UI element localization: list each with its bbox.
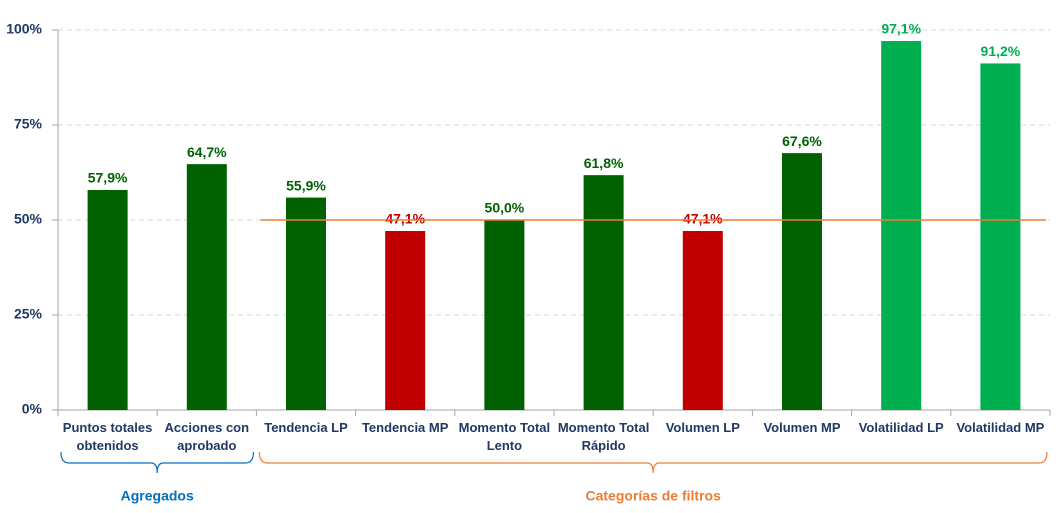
group-bracket [60,451,254,474]
data-label: 61,8% [584,155,624,171]
group-bracket [258,451,1048,474]
data-label: 91,2% [981,43,1021,59]
y-tick-label: 75% [14,116,43,132]
bar [682,231,723,410]
x-tick-label: Tendencia LP [264,420,348,435]
x-tick-label: Momento Total Lento [458,420,551,453]
group-label: Agregados [121,488,194,504]
bar [782,153,822,410]
bar [286,197,326,410]
group-label: Categorías de filtros [586,488,722,504]
y-tick-label: 25% [14,306,43,322]
y-tick-label: 50% [14,211,43,227]
x-tick-label: Volumen LP [665,420,740,435]
data-label: 50,0% [485,200,525,216]
bar [881,41,922,411]
bar [87,189,128,410]
y-tick-label: 100% [6,21,42,37]
data-label: 47,1% [683,211,723,227]
x-tick-label: Tendencia MP [361,420,449,435]
data-label: 97,1% [881,21,921,37]
data-label: 67,6% [782,133,822,149]
bar [484,220,525,410]
data-label: 64,7% [187,144,227,160]
data-label: 47,1% [385,211,425,227]
y-tick-label: 0% [22,401,43,417]
x-tick-label: Volatilidad MP [956,420,1045,435]
bar [980,63,1021,410]
x-tick-label: Puntos totales obtenidos [62,420,153,453]
bar [385,231,426,410]
bar [583,175,624,410]
x-tick-label: Momento Total Rápido [557,420,650,453]
x-tick-label: Volatilidad LP [858,420,944,435]
x-tick-label: Volumen MP [763,420,841,435]
data-label: 55,9% [286,177,326,193]
data-label: 57,9% [88,170,128,186]
x-tick-label: Acciones con aprobado [164,420,250,453]
bar [186,164,227,410]
